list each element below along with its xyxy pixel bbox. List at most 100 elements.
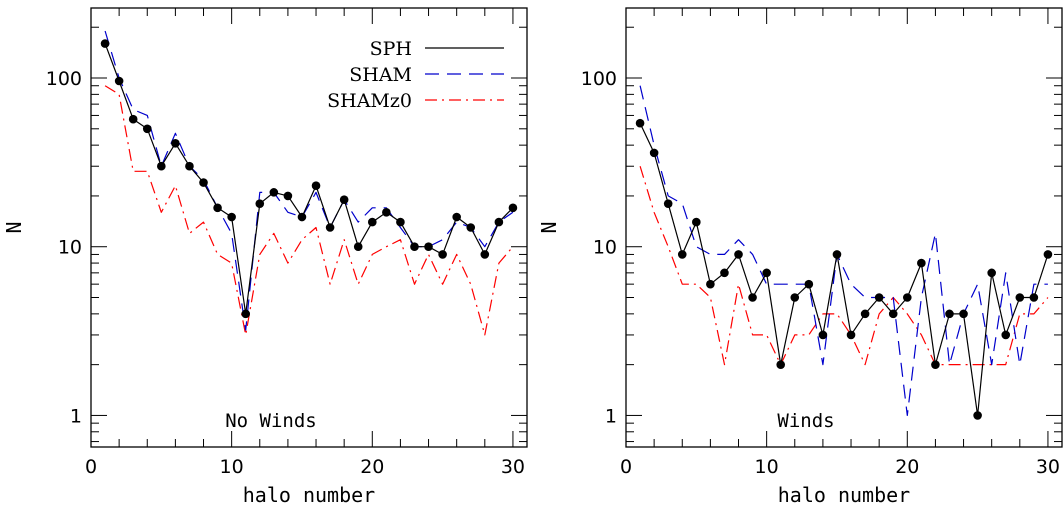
- data-point: [114, 76, 124, 86]
- series-line: [104, 43, 514, 315]
- data-point: [706, 279, 715, 289]
- data-point: [255, 199, 265, 208]
- data-point: [649, 148, 659, 158]
- data-point: [917, 258, 926, 268]
- data-point: [424, 242, 433, 252]
- chart-panel-1: 0 10 20 30 1 10 100 halo number N No Winds SPH SHAM…: [2, 7, 528, 507]
- data-point: [480, 250, 490, 259]
- data-point: [213, 203, 222, 213]
- x-tick-label: 0: [85, 456, 97, 478]
- series-sham: [639, 85, 1048, 416]
- x-tick-label: 0: [620, 456, 632, 478]
- data-point: [1001, 330, 1011, 340]
- data-point: [790, 293, 800, 302]
- axes-frame: [90, 7, 528, 448]
- data-point: [297, 212, 307, 222]
- x-axis-title: halo number: [778, 483, 910, 507]
- x-tick-label: 30: [1036, 456, 1060, 478]
- series-sph: [100, 39, 518, 319]
- data-point: [832, 250, 842, 259]
- data-point: [100, 39, 110, 48]
- data-point: [452, 212, 461, 222]
- data-point: [382, 207, 391, 217]
- data-point: [283, 191, 293, 201]
- data-point: [199, 178, 208, 187]
- series-line: [104, 30, 514, 331]
- y-axis-title: N: [2, 221, 26, 233]
- data-point: [677, 250, 687, 259]
- data-point: [762, 268, 771, 278]
- series-sham: [104, 30, 514, 331]
- panel-annotation: No Winds: [225, 410, 317, 432]
- y-tick-label: 10: [58, 237, 82, 259]
- data-point: [185, 161, 194, 171]
- data-point: [171, 139, 180, 148]
- series-shamz0: [639, 166, 1049, 366]
- data-point: [734, 250, 743, 259]
- y-tick-label: 100: [46, 68, 82, 90]
- data-point: [157, 161, 166, 171]
- data-point: [466, 223, 476, 232]
- x-tick-label: 20: [360, 456, 384, 478]
- series-shamz0: [104, 85, 514, 336]
- plot-area: 0 10 20 30 1 10 100: [46, 7, 528, 478]
- y-tick-label: 100: [581, 68, 617, 90]
- data-point: [1015, 293, 1025, 302]
- series-sph: [635, 118, 1053, 420]
- data-point: [973, 411, 982, 420]
- data-point: [692, 217, 701, 227]
- x-tick-label: 10: [220, 456, 244, 478]
- legend-label: SHAMz0: [327, 90, 412, 112]
- legend: SPH SHAM SHAMz0: [327, 38, 504, 112]
- y-axis-title: N: [537, 221, 561, 233]
- data-point: [410, 242, 419, 252]
- data-point: [846, 330, 856, 340]
- data-point: [353, 242, 363, 252]
- data-point: [860, 309, 870, 319]
- data-point: [818, 330, 828, 340]
- data-point: [241, 309, 251, 319]
- data-point: [494, 217, 504, 227]
- y-tick-label: 1: [605, 405, 617, 427]
- series-line: [639, 166, 1049, 366]
- data-point: [635, 118, 645, 128]
- data-point: [931, 360, 940, 369]
- data-point: [663, 199, 673, 208]
- data-point: [874, 293, 884, 302]
- data-point: [1043, 250, 1053, 259]
- data-point: [987, 268, 996, 278]
- data-point: [339, 195, 349, 204]
- data-point: [325, 223, 335, 232]
- y-tick-label: 10: [593, 237, 617, 259]
- chart-panel-2: 0 10 20 30 1 10 100 halo number N Winds: [537, 7, 1063, 507]
- data-point: [269, 188, 279, 197]
- x-tick-label: 30: [501, 456, 525, 478]
- series-line: [104, 85, 514, 336]
- data-point: [748, 293, 757, 302]
- data-point: [396, 217, 405, 227]
- y-tick-label: 1: [70, 405, 82, 427]
- data-point: [128, 114, 138, 124]
- data-point: [720, 268, 729, 278]
- data-point: [888, 309, 898, 319]
- axes-frame: [625, 7, 1063, 448]
- data-point: [438, 250, 447, 259]
- data-point: [1029, 293, 1039, 302]
- x-tick-label: 20: [895, 456, 919, 478]
- series-line: [639, 85, 1048, 416]
- legend-label: SHAM: [349, 64, 412, 86]
- data-point: [945, 309, 954, 319]
- data-point: [227, 212, 236, 222]
- plot-area: 0 10 20 30 1 10 100: [581, 7, 1063, 478]
- series-line: [639, 122, 1049, 416]
- legend-label: SPH: [370, 38, 412, 60]
- data-point: [311, 181, 321, 190]
- data-point: [508, 203, 518, 213]
- data-point: [776, 360, 786, 369]
- data-point: [804, 279, 814, 289]
- panel-annotation: Winds: [777, 410, 834, 432]
- data-point: [902, 293, 912, 302]
- data-point: [367, 217, 377, 227]
- x-axis-title: halo number: [243, 483, 375, 507]
